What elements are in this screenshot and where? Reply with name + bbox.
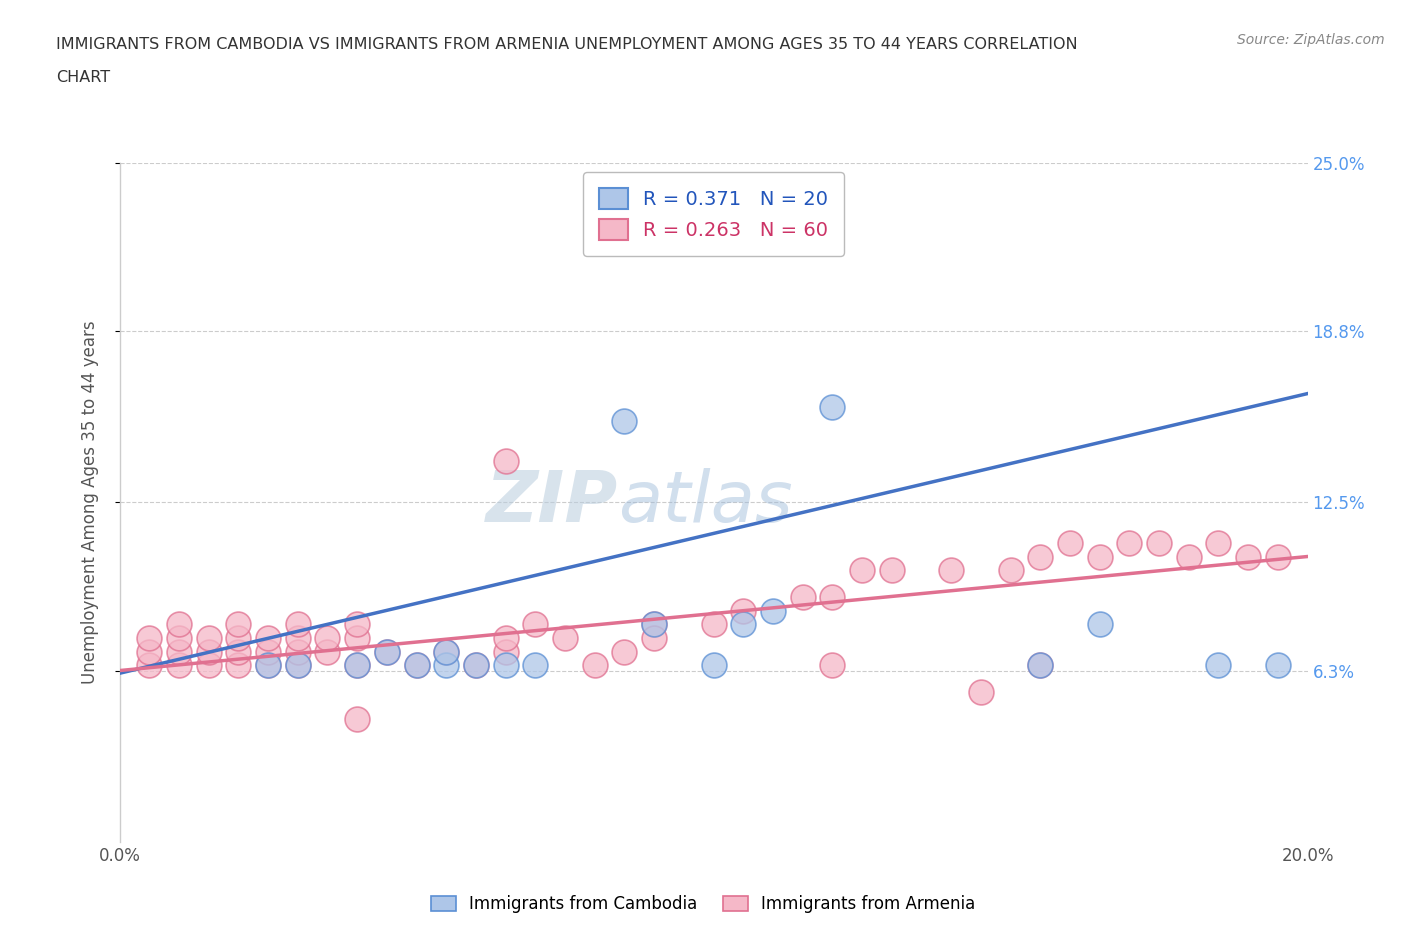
Point [1118, 536, 1140, 551]
Point [434, 644, 457, 659]
Point [167, 631, 190, 645]
Point [1029, 658, 1052, 672]
Point [228, 631, 250, 645]
Point [375, 644, 398, 659]
Point [821, 400, 844, 415]
Point [1088, 549, 1111, 564]
Point [346, 658, 368, 672]
Point [316, 631, 339, 645]
Point [167, 644, 190, 659]
Point [495, 644, 517, 659]
Point [1267, 658, 1289, 672]
Point [346, 658, 368, 672]
Point [583, 658, 606, 672]
Point [970, 684, 993, 699]
Point [287, 644, 309, 659]
Point [138, 658, 160, 672]
Point [257, 658, 280, 672]
Point [257, 658, 280, 672]
Point [375, 644, 398, 659]
Text: IMMIGRANTS FROM CAMBODIA VS IMMIGRANTS FROM ARMENIA UNEMPLOYMENT AMONG AGES 35 T: IMMIGRANTS FROM CAMBODIA VS IMMIGRANTS F… [56, 37, 1078, 52]
Legend: Immigrants from Cambodia, Immigrants from Armenia: Immigrants from Cambodia, Immigrants fro… [423, 887, 983, 922]
Point [197, 644, 219, 659]
Point [287, 658, 309, 672]
Point [1147, 536, 1170, 551]
Y-axis label: Unemployment Among Ages 35 to 44 years: Unemployment Among Ages 35 to 44 years [80, 321, 98, 684]
Point [733, 617, 755, 631]
Point [1237, 549, 1260, 564]
Point [880, 563, 903, 578]
Point [405, 658, 427, 672]
Point [762, 604, 785, 618]
Point [197, 658, 219, 672]
Point [167, 617, 190, 631]
Point [643, 617, 665, 631]
Point [702, 658, 725, 672]
Text: Source: ZipAtlas.com: Source: ZipAtlas.com [1237, 33, 1385, 46]
Point [405, 658, 427, 672]
Point [228, 644, 250, 659]
Point [1208, 658, 1230, 672]
Point [257, 631, 280, 645]
Point [792, 590, 814, 604]
Point [434, 658, 457, 672]
Point [228, 658, 250, 672]
Point [821, 590, 844, 604]
Point [1208, 536, 1230, 551]
Point [346, 631, 368, 645]
Point [138, 631, 160, 645]
Text: ZIP: ZIP [486, 468, 619, 537]
Point [464, 658, 486, 672]
Text: atlas: atlas [619, 468, 793, 537]
Point [702, 617, 725, 631]
Point [138, 644, 160, 659]
Point [434, 644, 457, 659]
Point [495, 454, 517, 469]
Point [464, 658, 486, 672]
Point [643, 617, 665, 631]
Point [821, 658, 844, 672]
Point [316, 644, 339, 659]
Point [524, 658, 547, 672]
Point [643, 631, 665, 645]
Point [197, 631, 219, 645]
Point [1029, 658, 1052, 672]
Point [1088, 617, 1111, 631]
Point [287, 658, 309, 672]
Point [1178, 549, 1201, 564]
Legend: R = 0.371   N = 20, R = 0.263   N = 60: R = 0.371 N = 20, R = 0.263 N = 60 [583, 172, 844, 256]
Point [228, 617, 250, 631]
Point [733, 604, 755, 618]
Point [524, 617, 547, 631]
Point [851, 563, 873, 578]
Point [1029, 549, 1052, 564]
Point [287, 617, 309, 631]
Point [495, 631, 517, 645]
Point [613, 644, 636, 659]
Point [167, 658, 190, 672]
Point [346, 617, 368, 631]
Point [1059, 536, 1081, 551]
Point [1267, 549, 1289, 564]
Point [346, 712, 368, 727]
Point [257, 644, 280, 659]
Point [939, 563, 962, 578]
Point [613, 413, 636, 428]
Point [554, 631, 576, 645]
Point [1000, 563, 1022, 578]
Text: CHART: CHART [56, 70, 110, 85]
Point [287, 631, 309, 645]
Point [495, 658, 517, 672]
